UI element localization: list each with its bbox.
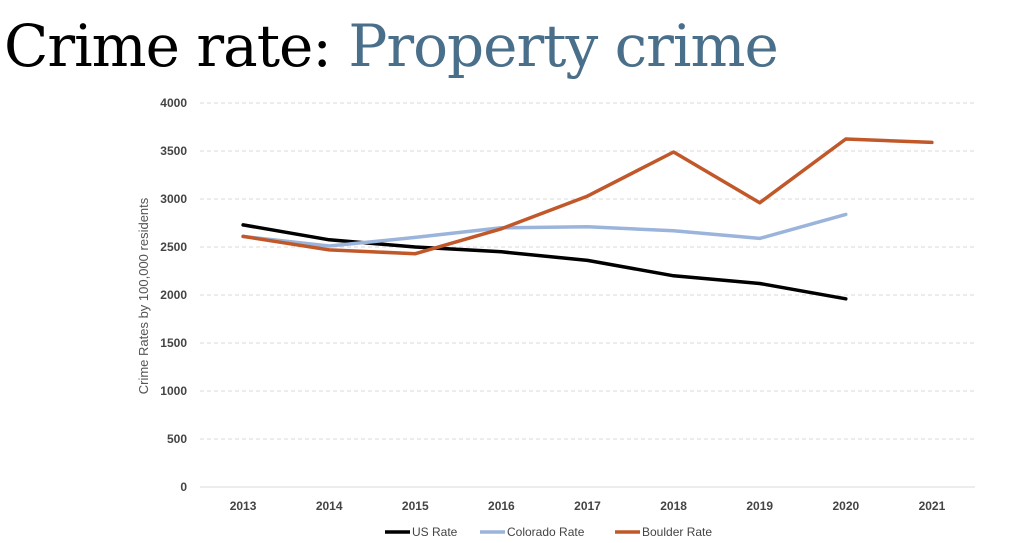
legend-item: Colorado Rate <box>480 525 585 539</box>
x-tick-label: 2014 <box>316 499 343 513</box>
x-tick-label: 2016 <box>488 499 515 513</box>
y-tick-label: 3500 <box>160 144 187 158</box>
y-tick-label: 0 <box>180 480 187 494</box>
series-line-colorado-rate <box>241 212 848 248</box>
series-line-us-rate <box>241 223 848 301</box>
y-axis-label: Crime Rates by 100,000 residents <box>136 197 151 394</box>
legend-label: US Rate <box>412 525 458 539</box>
x-tick-label: 2015 <box>402 499 429 513</box>
legend: US Rate Colorado Rate Boulder Rate <box>385 525 712 539</box>
x-tick-label: 2020 <box>832 499 859 513</box>
legend-item: Boulder Rate <box>615 525 712 539</box>
x-tick-label: 2017 <box>574 499 601 513</box>
y-tick-label: 4000 <box>160 96 187 110</box>
legend-label: Colorado Rate <box>507 525 585 539</box>
y-tick-label: 1500 <box>160 336 187 350</box>
x-tick-label: 2013 <box>230 499 257 513</box>
y-axis-ticks: 0 500 1000 1500 2000 2500 3000 3500 4000 <box>160 96 187 494</box>
x-tick-label: 2018 <box>660 499 687 513</box>
y-tick-label: 1000 <box>160 384 187 398</box>
y-tick-label: 3000 <box>160 192 187 206</box>
slide-title: Crime rate: Property crime <box>4 6 779 86</box>
y-tick-label: 500 <box>167 432 187 446</box>
legend-label: Boulder Rate <box>642 525 712 539</box>
x-tick-label: 2021 <box>919 499 946 513</box>
series-lines <box>241 137 934 301</box>
y-tick-label: 2000 <box>160 288 187 302</box>
series-line-boulder-rate <box>241 137 934 256</box>
gridlines <box>200 102 975 488</box>
x-axis-ticks: 2013 2014 2015 2016 2017 2018 2019 2020 2021 <box>230 499 946 513</box>
slide-title-main: Crime rate: <box>4 12 349 80</box>
y-tick-label: 2500 <box>160 240 187 254</box>
slide-title-accent: Property crime <box>348 12 778 80</box>
legend-item: US Rate <box>385 525 458 539</box>
x-tick-label: 2019 <box>746 499 773 513</box>
